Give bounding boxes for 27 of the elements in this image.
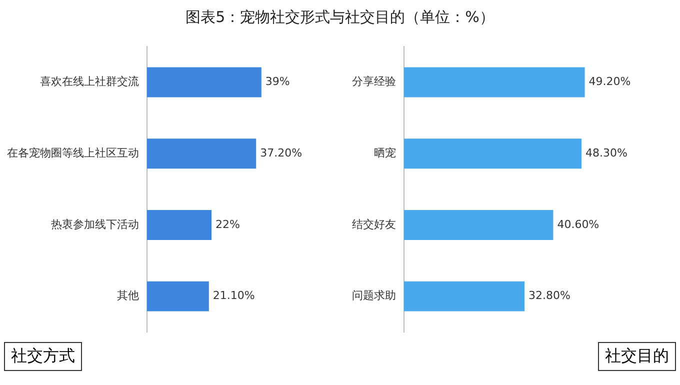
data-label: 21.10% [212, 289, 255, 302]
y-tick-label: 问题求助 [352, 289, 396, 302]
bar [147, 281, 209, 312]
text: 图表5：宠物社交形式与社交目的（单位：%） [184, 8, 496, 27]
y-tick-label: 喜欢在线上社群交流 [40, 75, 139, 88]
text: 社交方式 [4, 342, 82, 371]
y-tick-label: 在各宠物圈等线上社区互动 [7, 146, 139, 160]
bar [147, 67, 262, 98]
bar [147, 138, 256, 169]
bar [404, 210, 554, 240]
data-label: 49.20% [588, 75, 631, 88]
data-label: 40.60% [557, 218, 600, 231]
text: 社交目的 [598, 342, 676, 371]
y-tick-label: 晒宠 [374, 146, 396, 160]
bar [404, 281, 525, 312]
data-label: 48.30% [585, 146, 628, 160]
data-label: 37.20% [260, 146, 302, 160]
data-label: 39% [265, 75, 290, 88]
bar [404, 67, 585, 98]
y-tick-label: 分享经验 [352, 75, 396, 88]
y-tick-label: 热衷参加线下活动 [51, 218, 139, 231]
bar [404, 138, 582, 169]
data-label: 22% [216, 218, 240, 231]
data-label: 32.80% [528, 289, 570, 302]
y-tick-label: 其他 [117, 289, 139, 302]
y-tick-label: 结交好友 [352, 218, 396, 231]
bar [147, 210, 212, 240]
